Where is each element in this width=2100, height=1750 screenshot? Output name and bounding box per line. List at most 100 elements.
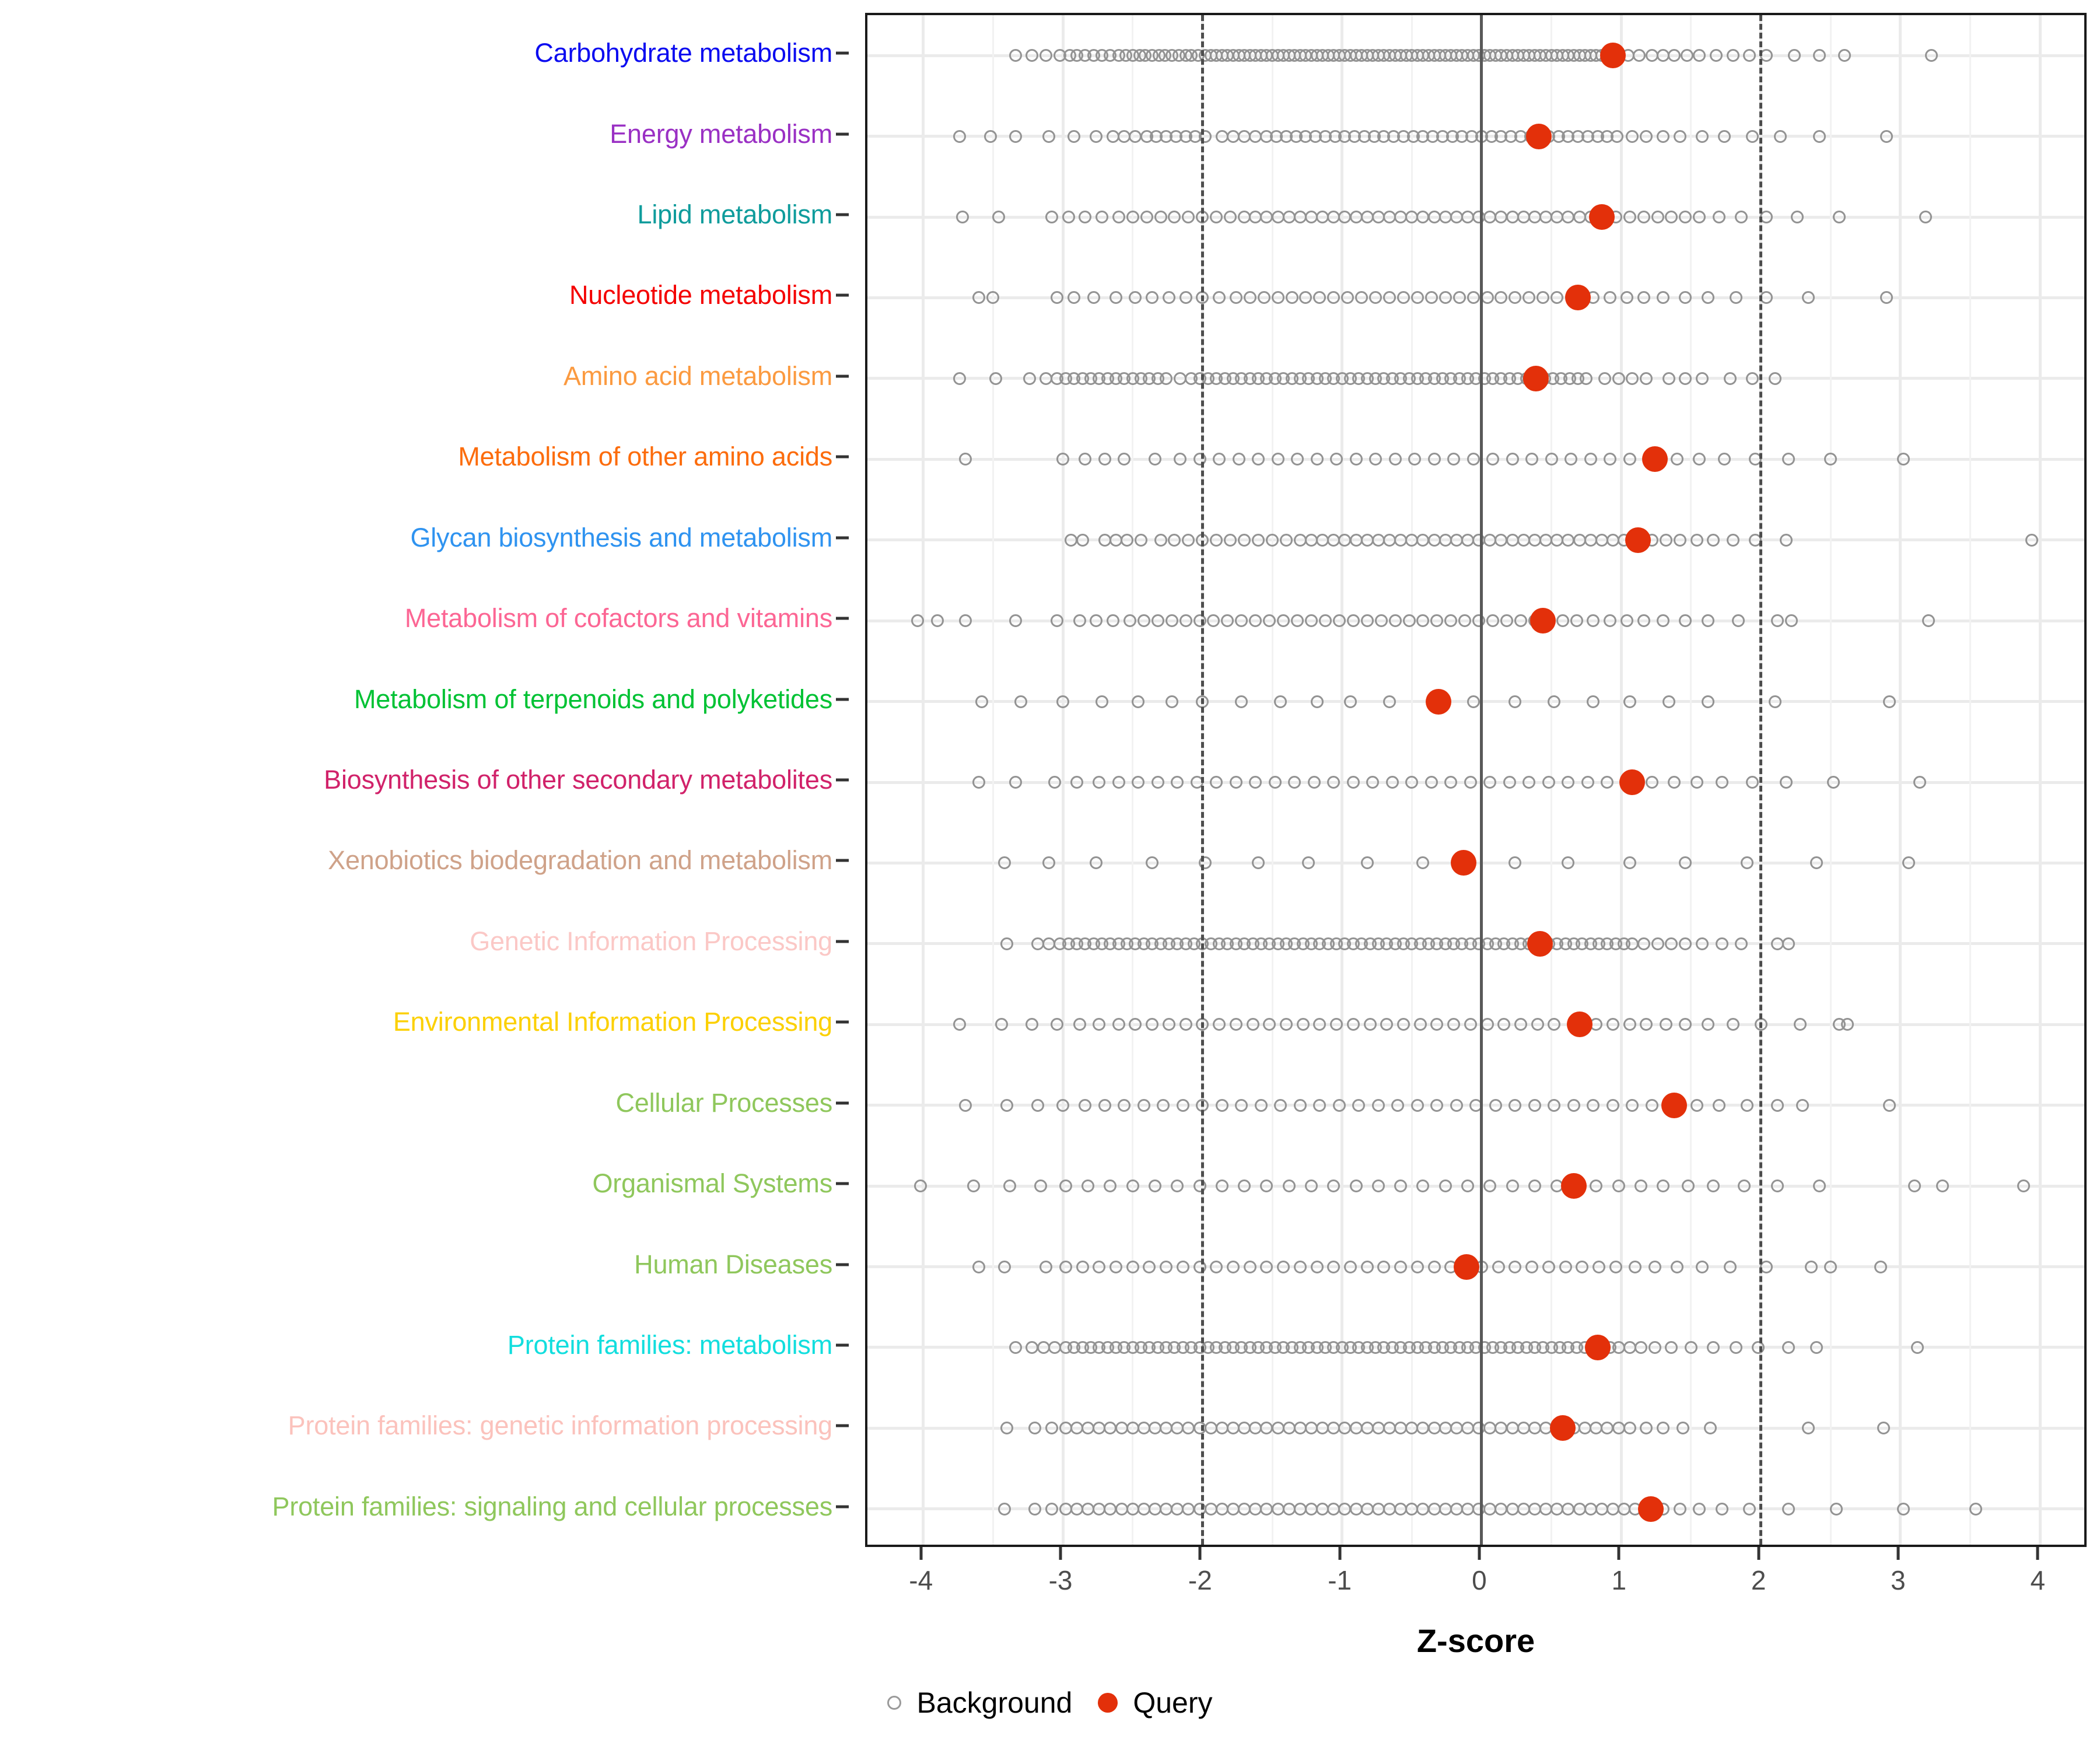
- query-point: [1526, 123, 1552, 149]
- background-point: [1528, 1098, 1541, 1112]
- background-point: [1176, 1098, 1189, 1112]
- background-point: [1680, 49, 1693, 62]
- background-point: [1472, 614, 1486, 628]
- background-point: [1408, 453, 1422, 466]
- background-point: [1696, 130, 1709, 143]
- vertical-gridline: [922, 15, 925, 1545]
- background-point: [1137, 614, 1150, 628]
- background-point: [1210, 533, 1223, 547]
- query-point: [1600, 43, 1626, 69]
- background-point: [1277, 614, 1290, 628]
- background-point: [992, 211, 1005, 224]
- background-point: [1665, 937, 1678, 950]
- background-point: [1910, 1340, 1924, 1354]
- background-point: [1042, 856, 1056, 870]
- background-point: [1000, 937, 1014, 950]
- background-point: [1444, 776, 1458, 789]
- background-point: [1810, 856, 1824, 870]
- y-axis-category-label: Metabolism of other amino acids: [458, 442, 832, 472]
- background-point: [1096, 695, 1109, 708]
- background-point: [1919, 211, 1932, 224]
- background-point: [1492, 1260, 1505, 1273]
- background-point: [1626, 372, 1639, 385]
- background-point: [1640, 1422, 1653, 1435]
- background-point: [1093, 1018, 1106, 1031]
- background-point: [1580, 372, 1593, 385]
- background-point: [1146, 856, 1159, 870]
- background-point: [1215, 1180, 1228, 1193]
- background-point: [1260, 1180, 1273, 1193]
- y-axis-tick: [836, 374, 849, 378]
- background-point: [1151, 614, 1164, 628]
- background-point: [1082, 1180, 1095, 1193]
- background-point: [958, 1098, 972, 1112]
- background-point: [1330, 1018, 1343, 1031]
- background-point: [1327, 1180, 1340, 1193]
- background-point: [1391, 1098, 1405, 1112]
- x-axis-tick-label: -2: [1188, 1565, 1212, 1595]
- background-point: [1587, 1098, 1600, 1112]
- y-axis-category-label: Carbohydrate metabolism: [534, 38, 832, 68]
- background-point: [1466, 291, 1480, 304]
- background-point: [1291, 453, 1304, 466]
- background-point: [1171, 1180, 1184, 1193]
- background-point: [1634, 1340, 1647, 1354]
- background-point: [911, 614, 925, 628]
- background-point: [1213, 453, 1226, 466]
- background-point: [1252, 533, 1265, 547]
- background-point: [1341, 291, 1354, 304]
- background-point: [1073, 614, 1086, 628]
- y-axis-tick: [836, 940, 849, 943]
- background-point: [1620, 291, 1633, 304]
- background-point: [1416, 614, 1430, 628]
- background-point: [1112, 776, 1125, 789]
- background-point: [1048, 776, 1061, 789]
- background-point: [1229, 291, 1242, 304]
- background-point: [1684, 1340, 1698, 1354]
- x-axis-tick: [1757, 1547, 1760, 1560]
- background-point: [1483, 776, 1497, 789]
- background-point: [1908, 1180, 1921, 1193]
- background-point: [1922, 614, 1935, 628]
- background-point: [1729, 291, 1742, 304]
- background-point: [1051, 614, 1064, 628]
- background-point: [1693, 1502, 1706, 1516]
- background-point: [1254, 1098, 1268, 1112]
- background-point: [1235, 695, 1248, 708]
- background-point: [972, 776, 986, 789]
- background-point: [1506, 1180, 1519, 1193]
- background-point: [1782, 453, 1796, 466]
- background-point: [1009, 776, 1022, 789]
- background-point: [972, 291, 986, 304]
- background-point: [1051, 291, 1064, 304]
- background-point: [1076, 1260, 1089, 1273]
- background-point: [1668, 49, 1681, 62]
- reference-line-threshold: [1200, 15, 1204, 1545]
- background-point: [958, 614, 972, 628]
- background-point: [1528, 1180, 1541, 1193]
- background-point: [1668, 776, 1681, 789]
- background-point: [1146, 291, 1159, 304]
- background-point: [1310, 453, 1324, 466]
- background-point: [1257, 291, 1270, 304]
- background-point: [1193, 1180, 1206, 1193]
- background-point: [1500, 614, 1514, 628]
- background-point: [1126, 1260, 1139, 1273]
- background-point: [1377, 1260, 1391, 1273]
- y-axis-tick: [836, 455, 849, 459]
- background-point: [1221, 614, 1234, 628]
- background-point: [1880, 291, 1893, 304]
- background-point: [1174, 453, 1187, 466]
- legend-label-query: Query: [1133, 1686, 1213, 1719]
- background-point: [1785, 614, 1798, 628]
- query-point: [1425, 688, 1451, 715]
- background-point: [1135, 533, 1148, 547]
- vertical-gridline: [2038, 15, 2042, 1545]
- background-point: [1718, 130, 1731, 143]
- background-point: [1396, 291, 1410, 304]
- y-axis-category-label: Xenobiotics biodegradation and metabolis…: [328, 845, 832, 876]
- x-axis-tick-label: 0: [1472, 1565, 1487, 1595]
- background-point: [1813, 1180, 1826, 1193]
- background-point: [1671, 453, 1684, 466]
- background-point: [1224, 211, 1237, 224]
